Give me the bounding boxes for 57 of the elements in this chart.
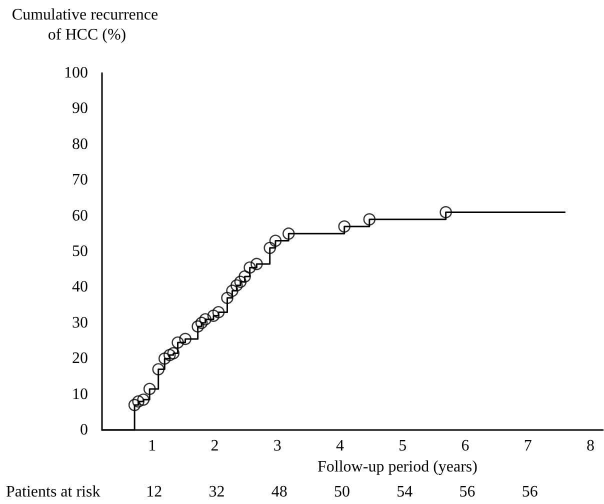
point [199, 313, 212, 326]
point [195, 316, 208, 330]
point [172, 336, 184, 349]
point [167, 347, 180, 360]
point [163, 348, 176, 362]
y-tick-label: 10 [72, 386, 88, 403]
point [264, 242, 276, 254]
y-tick-label: 90 [72, 100, 88, 118]
x-tick-label: 1 [148, 438, 156, 454]
y-tick-label: 100 [64, 64, 88, 82]
point [152, 363, 165, 376]
point [234, 276, 247, 288]
point [363, 213, 376, 226]
y-tick-label: 50 [72, 243, 88, 260]
text: 12 [146, 484, 162, 500]
y-tick-label: 40 [72, 278, 88, 296]
point [269, 234, 282, 247]
y-axis-title: Cumulative recurrence of HCC (%) [12, 6, 162, 44]
x-tick-label: 6 [461, 438, 470, 454]
x-tick-label: 2 [210, 438, 219, 454]
y-tick-label: 20 [72, 350, 88, 368]
point [338, 220, 351, 233]
text: Patients at risk [6, 484, 100, 500]
x-tick-label: 7 [524, 438, 532, 454]
point [143, 382, 156, 396]
point [179, 332, 192, 346]
x-tick-label: 4 [336, 438, 344, 454]
point [192, 320, 204, 333]
point [128, 398, 141, 412]
text: 54 [396, 484, 413, 500]
y-tick-label: 70 [72, 172, 88, 189]
point [250, 258, 263, 270]
point [282, 228, 295, 240]
point [440, 206, 452, 218]
x-tick-label: 5 [398, 438, 407, 454]
point [226, 284, 238, 297]
y-tick-label: 0 [80, 422, 88, 438]
y-tick-label: 30 [72, 314, 88, 332]
point [158, 352, 171, 365]
point [137, 394, 150, 406]
text: 48 [271, 484, 288, 500]
text: 50 [334, 484, 350, 500]
text: 56 [522, 484, 538, 500]
x-axis-title: Follow-up period (years) [318, 458, 478, 476]
y-tick-label: 80 [72, 136, 88, 153]
point [132, 395, 144, 408]
point [221, 292, 234, 304]
point [212, 306, 225, 318]
x-tick-label: 8 [586, 438, 594, 454]
text: 56 [459, 484, 476, 500]
point [238, 270, 251, 283]
x-tick-label: 3 [273, 438, 282, 454]
point [207, 310, 220, 322]
y-tick-label: 60 [72, 207, 88, 224]
point [230, 279, 243, 292]
point [244, 261, 256, 274]
text: 32 [208, 484, 225, 500]
